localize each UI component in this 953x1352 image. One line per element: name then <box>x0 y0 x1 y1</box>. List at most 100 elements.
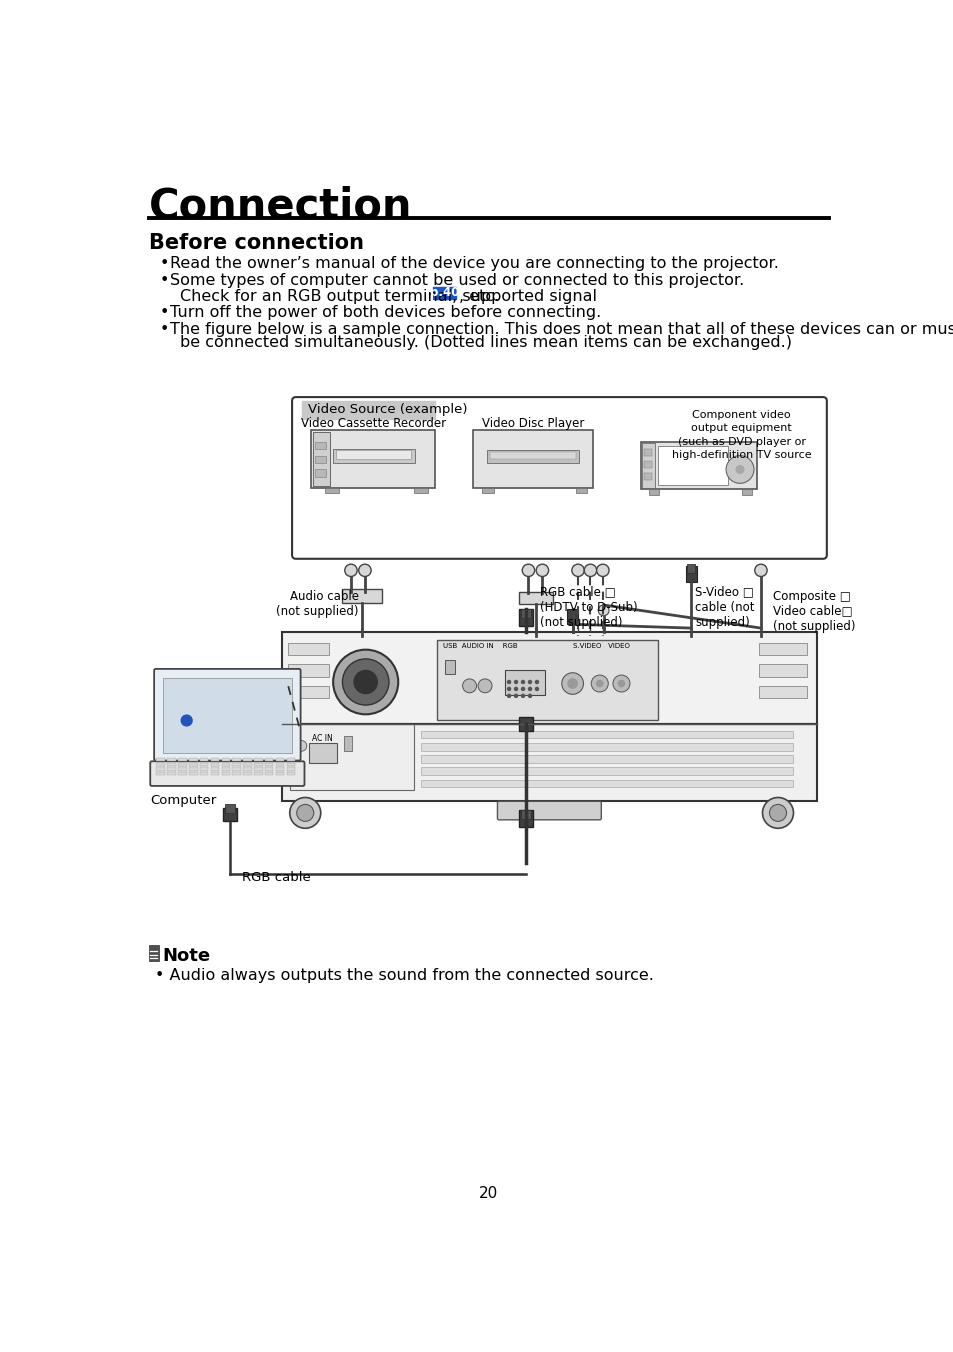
Bar <box>243 772 252 775</box>
Bar <box>189 768 197 771</box>
Circle shape <box>342 658 389 706</box>
Circle shape <box>528 687 531 691</box>
Circle shape <box>528 695 531 698</box>
Bar <box>211 772 219 775</box>
Circle shape <box>344 564 356 576</box>
Circle shape <box>521 695 524 698</box>
Circle shape <box>462 679 476 692</box>
Circle shape <box>290 798 320 829</box>
Bar <box>489 452 575 460</box>
Bar <box>189 758 197 761</box>
Text: • Audio always outputs the sound from the connected source.: • Audio always outputs the sound from th… <box>154 968 653 983</box>
Bar <box>156 768 165 771</box>
Circle shape <box>296 804 314 822</box>
Text: Some types of computer cannot be used or connected to this projector.: Some types of computer cannot be used or… <box>171 273 744 288</box>
Bar <box>275 768 284 771</box>
Bar <box>167 758 175 761</box>
Circle shape <box>583 564 596 576</box>
Circle shape <box>514 680 517 684</box>
Bar <box>233 768 241 771</box>
Text: Before connection: Before connection <box>149 233 363 253</box>
Bar <box>309 742 336 763</box>
Text: Video Disc Player: Video Disc Player <box>481 418 583 430</box>
Bar <box>505 671 545 695</box>
Circle shape <box>596 680 602 687</box>
Circle shape <box>514 687 517 691</box>
Bar <box>211 768 219 771</box>
Bar <box>275 758 284 761</box>
Text: Check for an RGB output terminal, supported signal: Check for an RGB output terminal, suppor… <box>179 288 596 303</box>
Bar <box>288 685 328 698</box>
Circle shape <box>736 465 743 473</box>
Bar <box>518 717 533 730</box>
Bar <box>178 758 187 761</box>
Bar <box>178 768 187 771</box>
Text: •: • <box>159 322 169 337</box>
Bar <box>199 768 208 771</box>
Bar <box>414 488 427 493</box>
Bar <box>243 768 252 771</box>
Circle shape <box>507 680 510 684</box>
Bar <box>341 589 381 603</box>
Bar <box>436 639 658 721</box>
Bar <box>758 664 806 676</box>
Circle shape <box>521 680 524 684</box>
Text: 20: 20 <box>478 1186 498 1202</box>
Circle shape <box>528 680 531 684</box>
Bar <box>253 758 262 761</box>
Bar <box>156 763 165 767</box>
FancyBboxPatch shape <box>433 287 456 299</box>
Bar <box>288 664 328 676</box>
Bar <box>518 592 553 604</box>
Circle shape <box>618 680 624 687</box>
Bar <box>421 730 793 738</box>
Bar <box>265 768 274 771</box>
Text: S.VIDEO   VIDEO: S.VIDEO VIDEO <box>572 644 629 649</box>
Bar <box>325 488 339 493</box>
Circle shape <box>754 564 766 576</box>
Bar <box>233 758 241 761</box>
Bar <box>518 810 533 827</box>
Bar <box>167 772 175 775</box>
Bar <box>243 758 252 761</box>
Circle shape <box>567 679 577 688</box>
Bar <box>315 456 326 464</box>
Bar <box>149 945 158 961</box>
Bar <box>758 642 806 654</box>
Bar <box>518 608 533 626</box>
Bar <box>286 758 294 761</box>
Bar <box>421 756 793 763</box>
FancyBboxPatch shape <box>150 761 304 786</box>
Bar <box>288 642 328 654</box>
Circle shape <box>571 564 583 576</box>
Circle shape <box>181 715 192 726</box>
Circle shape <box>521 564 534 576</box>
Bar <box>156 758 165 761</box>
Bar <box>178 772 187 775</box>
Text: The figure below is a sample connection. This does not mean that all of these de: The figure below is a sample connection.… <box>171 322 953 337</box>
Text: Video Source (example): Video Source (example) <box>308 403 467 416</box>
Bar <box>486 450 578 462</box>
Text: RGB cable: RGB cable <box>241 871 310 884</box>
Bar <box>575 488 587 493</box>
Text: •: • <box>159 256 169 272</box>
Circle shape <box>612 675 629 692</box>
Text: USB  AUDIO IN    RGB: USB AUDIO IN RGB <box>443 644 517 649</box>
Bar <box>740 489 752 495</box>
Bar <box>199 763 208 767</box>
Bar <box>223 808 236 821</box>
Bar <box>253 768 262 771</box>
Bar <box>421 768 793 775</box>
Bar <box>282 631 816 725</box>
Circle shape <box>769 804 785 822</box>
Text: p.40: p.40 <box>430 287 459 299</box>
Bar <box>221 763 230 767</box>
Circle shape <box>591 675 608 692</box>
Bar <box>648 489 659 495</box>
Bar <box>333 449 415 462</box>
Bar <box>315 442 326 449</box>
Bar <box>643 449 651 456</box>
Bar <box>211 763 219 767</box>
Bar <box>221 768 230 771</box>
Circle shape <box>358 564 371 576</box>
